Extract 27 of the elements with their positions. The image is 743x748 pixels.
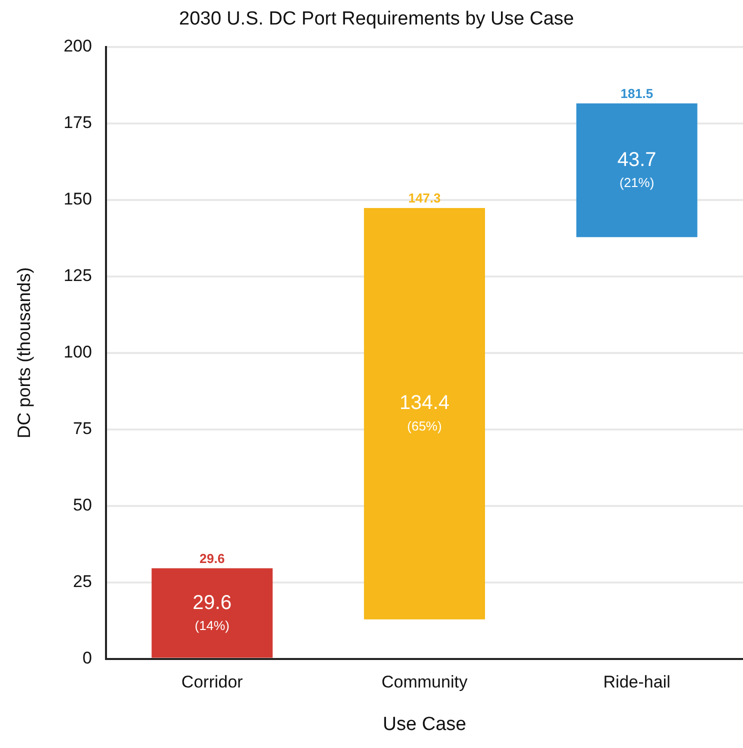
y-tick-label: 100 [64, 342, 92, 362]
data-label: 43.7 [617, 148, 656, 171]
x-tick-label: Corridor [181, 672, 244, 692]
x-tick-label: Community [381, 672, 468, 692]
annotation: (65%) [407, 418, 442, 434]
annotation: (21%) [619, 174, 654, 190]
y-tick-label: 150 [64, 189, 92, 208]
chart-title: 2030 U.S. DC Port Requirements by Use Case [179, 8, 574, 30]
y-tick-label: 125 [64, 266, 92, 285]
x-tick-label: Ride-hail [603, 672, 670, 692]
annotation: 29.6 [199, 550, 225, 566]
x-axis-title: Use Case [382, 714, 466, 735]
annotation: 147.3 [408, 190, 441, 206]
y-tick-label: 50 [73, 495, 92, 514]
y-tick-label: 200 [64, 36, 92, 56]
y-tick-label: 0 [82, 648, 92, 668]
y-tick-label: 25 [73, 572, 92, 591]
bar [152, 568, 273, 658]
y-axis-title: DC ports (thousands) [14, 267, 34, 438]
data-label: 134.4 [399, 392, 450, 414]
bar [364, 208, 485, 620]
annotation: 181.5 [620, 86, 654, 101]
y-tick-label: 175 [64, 112, 92, 132]
bar [576, 103, 698, 238]
data-label: 29.6 [192, 592, 232, 614]
y-tick-label: 75 [73, 418, 92, 438]
annotation: (14%) [194, 618, 230, 634]
